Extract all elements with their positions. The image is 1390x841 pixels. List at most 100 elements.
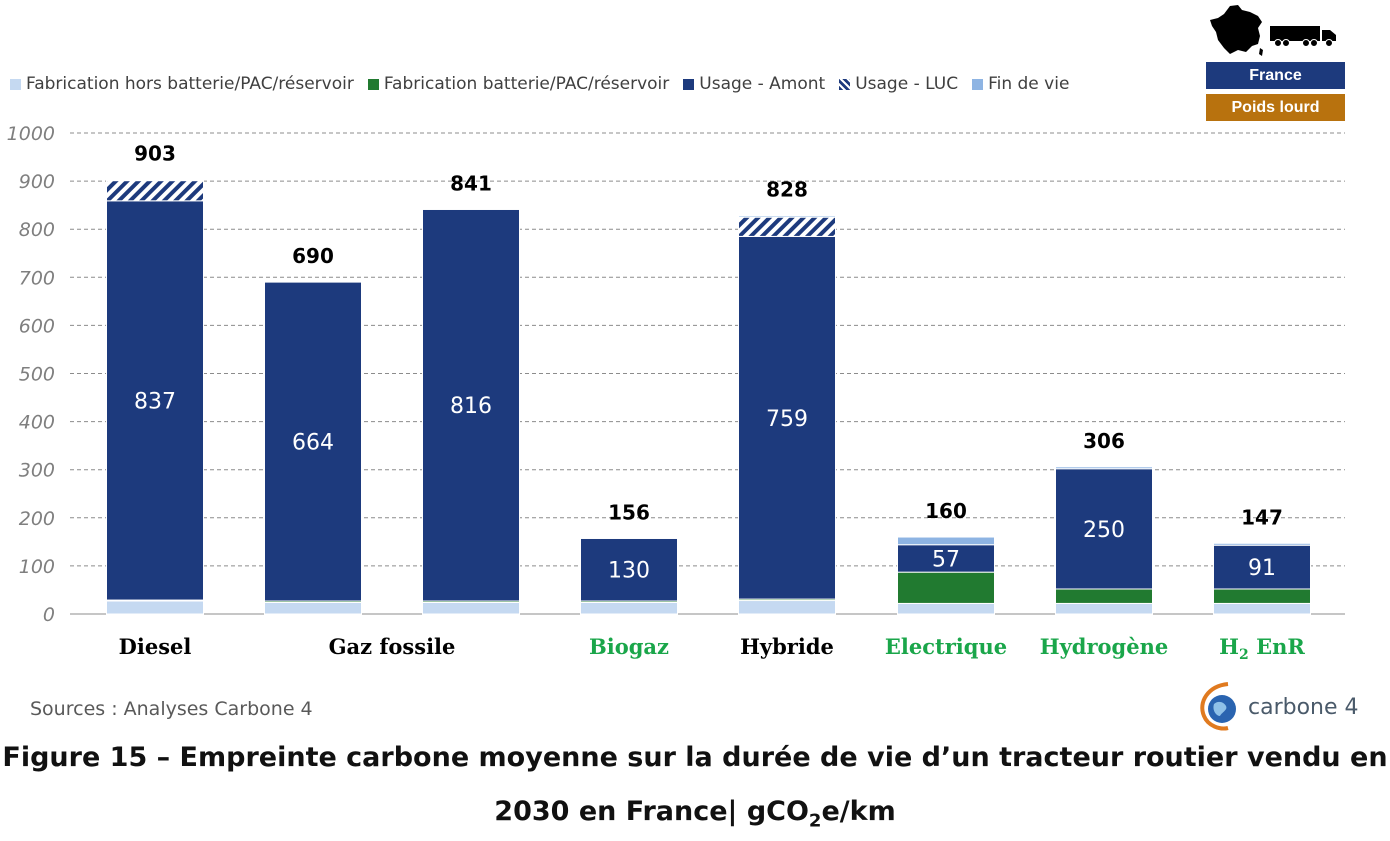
bar-total-label: 690	[292, 244, 334, 268]
x-axis-labels: Diesel Gaz fossile Biogaz Hybride Electrique…	[119, 634, 1306, 663]
legend-swatch	[10, 78, 21, 90]
chart-legend: Fabrication hors batterie/PAC/réservoir F…	[10, 74, 1069, 94]
bar-total-label: 147	[1241, 505, 1283, 529]
bars: 837 903 664 690 816 841 130 156 759 828 57 160 250 30…	[106, 142, 1311, 615]
bar-inner-label: 57	[932, 547, 960, 572]
vehicle-badge: Poids lourd	[1206, 94, 1345, 121]
legend-label: Fabrication hors batterie/PAC/réservoir	[26, 74, 354, 94]
bar-segment	[738, 235, 836, 600]
x-label-text: Electrique	[885, 634, 1007, 659]
bar-segment	[738, 600, 836, 615]
bar-inner-label: 664	[292, 431, 334, 456]
caption-line2-unit: e/km	[821, 796, 896, 827]
gridlines	[70, 132, 1345, 615]
bar-total-label: 160	[925, 499, 967, 523]
carbone4-logo: carbone 4	[1198, 682, 1359, 732]
bar-inner-label: 130	[608, 559, 650, 584]
x-label-text: Hybride	[740, 634, 834, 659]
y-tick-label: 600	[19, 315, 55, 337]
bar-segment	[422, 208, 520, 602]
legend-item: Fabrication batterie/PAC/réservoir	[367, 74, 670, 94]
globe-logo-icon	[1200, 682, 1236, 731]
bar-segment	[1213, 602, 1311, 615]
bar-segment	[106, 600, 204, 615]
legend-label: Fin de vie	[988, 74, 1070, 94]
x-label-text: Diesel	[119, 634, 192, 659]
legend-swatch	[683, 78, 695, 90]
y-tick-label: 1000	[7, 123, 55, 145]
france-map-icon	[1210, 5, 1263, 56]
y-tick-label: 200	[19, 508, 55, 530]
y-tick-label: 0	[43, 604, 55, 626]
logo-text: carbone 4	[1248, 694, 1359, 720]
figure-caption-line2: 2030 en France| gCO2e/km	[0, 796, 1390, 831]
bar-segment	[1055, 602, 1153, 615]
x-label-text: Biogaz	[589, 634, 669, 659]
bar-inner-label: 816	[450, 394, 492, 419]
y-axis-ticks: 0 100 200 300 400 500 600 700 800 900 1000	[7, 123, 55, 626]
caption-line2-text: 2030 en France| gCO	[494, 796, 809, 827]
bar-segment	[1213, 588, 1311, 604]
legend-swatch	[972, 78, 984, 90]
x-axis-label: Biogaz	[589, 634, 669, 659]
y-tick-label: 400	[19, 412, 55, 434]
bar-inner-label: 837	[134, 389, 176, 414]
sources-note: Sources : Analyses Carbone 4	[30, 698, 313, 720]
x-axis-label: H2 EnR	[1219, 634, 1305, 663]
bar-segment	[897, 602, 995, 615]
x-label-text: Hydrogène	[1040, 634, 1168, 659]
legend-item: Fabrication hors batterie/PAC/réservoir	[10, 74, 354, 94]
y-tick-label: 800	[19, 219, 55, 241]
legend-swatch	[839, 78, 851, 90]
bar-segment	[897, 544, 995, 573]
bar-segment	[106, 179, 204, 182]
bar-segment	[264, 601, 362, 615]
x-label-text: H	[1219, 634, 1239, 659]
y-tick-label: 300	[19, 460, 55, 482]
bar-segment	[897, 571, 995, 604]
x-label-subscript: 2	[1239, 647, 1249, 663]
legend-label: Usage - Amont	[699, 74, 826, 94]
y-tick-label: 700	[19, 267, 55, 289]
bar-total-label: 828	[766, 178, 808, 202]
bar-segment	[1055, 466, 1153, 470]
bar-segment	[1055, 588, 1153, 604]
x-axis-label: Gaz fossile	[329, 634, 456, 659]
truck-icon	[1270, 26, 1336, 47]
x-axis-label: Diesel	[119, 634, 192, 659]
caption-subscript: 2	[808, 810, 822, 832]
bar-segment	[1213, 542, 1311, 546]
legend-item: Usage - Amont	[683, 74, 825, 94]
x-label-text: Gaz fossile	[329, 634, 456, 659]
bar-inner-label: 250	[1083, 518, 1125, 543]
bar-inner-label: 759	[766, 407, 808, 432]
country-badge: France	[1206, 62, 1345, 89]
bar-segment	[106, 200, 204, 601]
bar-total-label: 306	[1083, 429, 1125, 453]
legend-label: Usage - LUC	[855, 74, 959, 94]
bar-segment	[580, 601, 678, 615]
bar-segment	[422, 601, 520, 615]
y-tick-label: 100	[19, 556, 55, 578]
figure-caption-line1: Figure 15 – Empreinte carbone moyenne su…	[2, 742, 1388, 773]
bar-segment	[264, 281, 362, 602]
x-label-text-after: EnR	[1249, 634, 1306, 659]
legend-item: Usage - LUC	[839, 74, 958, 94]
bar-segment	[580, 537, 678, 602]
x-axis-label: Hydrogène	[1040, 634, 1168, 659]
legend-item: Fin de vie	[972, 74, 1069, 94]
bar-segment	[738, 216, 836, 237]
bar-inner-label: 91	[1248, 556, 1276, 581]
bar-segment	[897, 536, 995, 546]
legend-label: Fabrication batterie/PAC/réservoir	[383, 74, 670, 94]
legend-swatch	[367, 78, 379, 90]
bar-segment	[738, 215, 836, 218]
x-axis-label: Electrique	[885, 634, 1007, 659]
y-tick-label: 500	[19, 364, 55, 386]
bar-total-label: 903	[134, 142, 176, 166]
bar-total-label: 156	[608, 500, 650, 524]
bar-segment	[106, 180, 204, 202]
bar-total-label: 841	[450, 171, 492, 195]
x-axis-label: Hybride	[740, 634, 834, 659]
